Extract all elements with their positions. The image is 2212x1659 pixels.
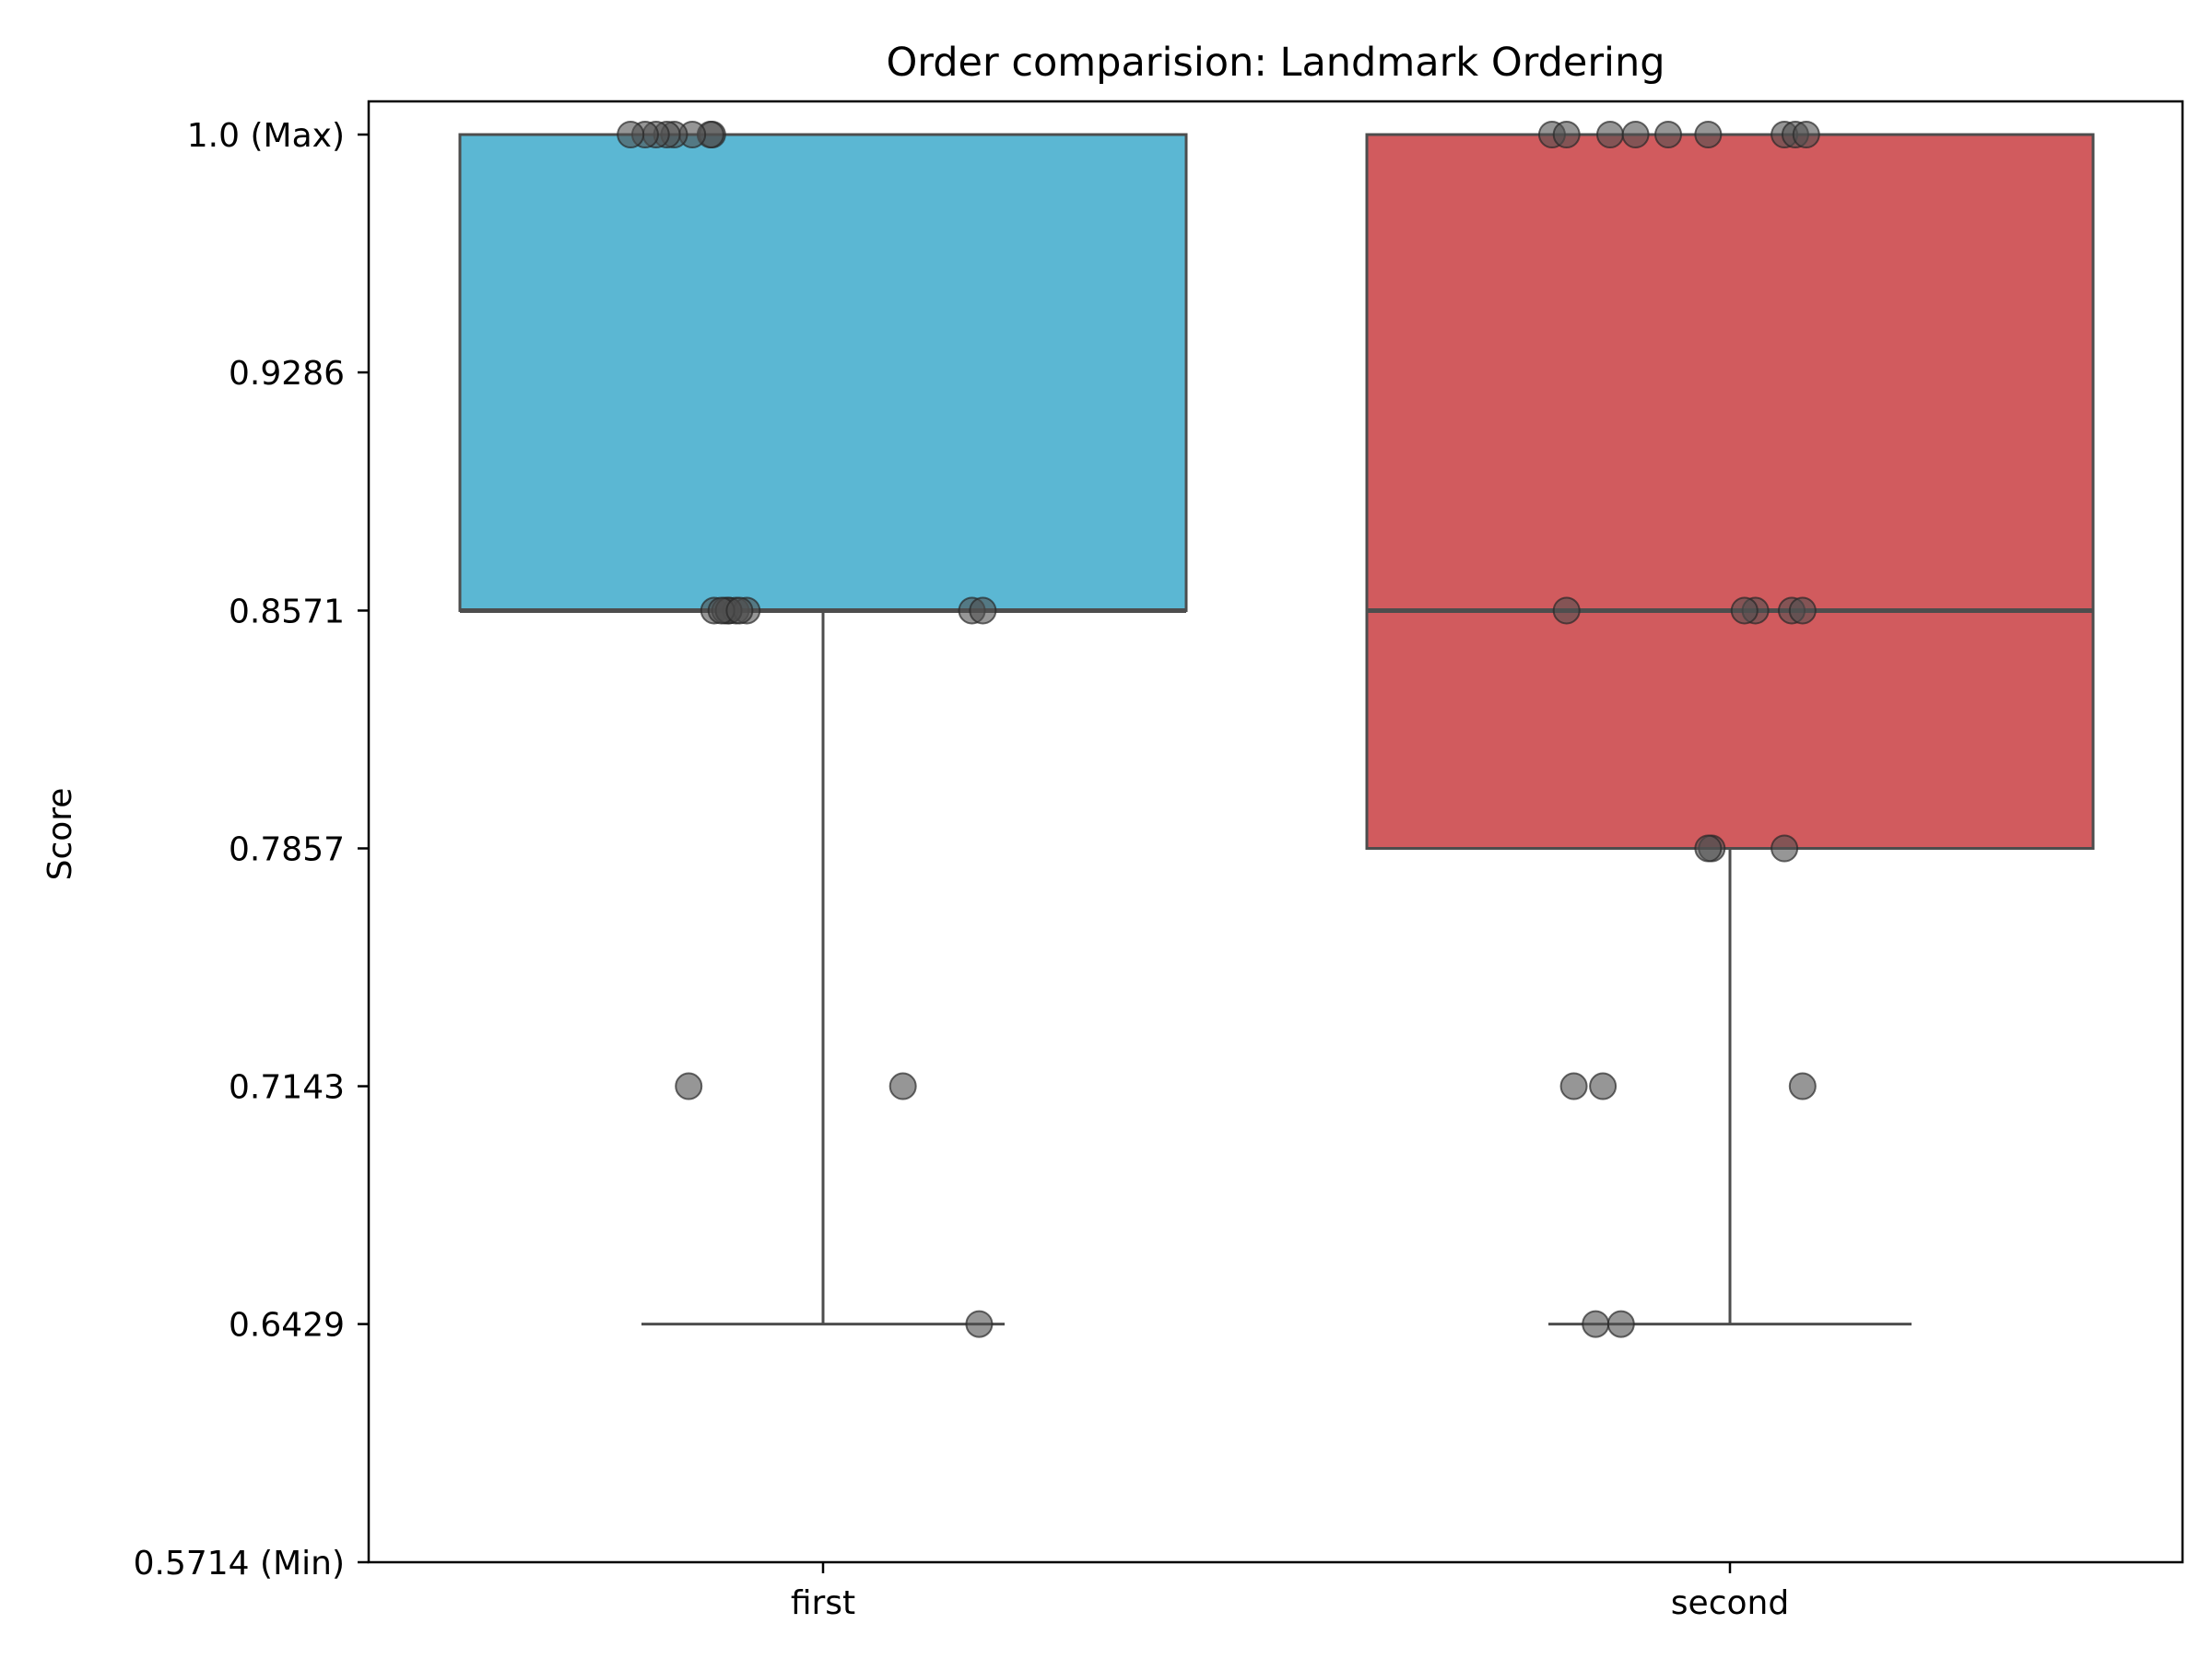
y-tick-label: 0.9286 bbox=[229, 355, 345, 393]
data-point-first bbox=[969, 596, 997, 625]
y-tick-label: 0.6429 bbox=[229, 1307, 345, 1345]
data-point-second bbox=[1788, 596, 1817, 625]
data-point-first bbox=[888, 1072, 917, 1100]
chart-title: Order comparision: Landmark Ordering bbox=[886, 40, 1665, 86]
y-tick-label: 1.0 (Max) bbox=[187, 117, 345, 155]
box-first bbox=[458, 133, 1188, 612]
x-tick-label: first bbox=[791, 1584, 855, 1622]
data-point-second bbox=[1788, 1072, 1817, 1100]
data-point-first bbox=[725, 596, 754, 625]
data-point-second bbox=[1792, 121, 1820, 148]
data-point-second bbox=[1589, 1072, 1618, 1100]
data-point-second bbox=[1606, 1310, 1635, 1338]
data-point-second bbox=[1621, 121, 1650, 148]
data-point-first bbox=[675, 1072, 703, 1100]
y-tick-label: 0.7857 bbox=[229, 831, 345, 869]
data-point-second bbox=[1694, 121, 1723, 148]
data-point-second bbox=[1582, 1310, 1610, 1338]
box-second bbox=[1365, 133, 2095, 850]
data-point-second bbox=[1730, 596, 1759, 625]
data-point-second bbox=[1771, 834, 1799, 863]
y-tick-label: 0.5714 (Min) bbox=[134, 1545, 345, 1583]
axes-frame bbox=[367, 100, 2184, 1564]
data-point-second bbox=[1595, 121, 1624, 148]
data-point-first bbox=[617, 121, 645, 148]
data-point-first bbox=[965, 1310, 994, 1338]
x-tick-label: second bbox=[1671, 1584, 1789, 1622]
data-point-second bbox=[1552, 121, 1581, 148]
y-tick-label: 0.8571 bbox=[229, 593, 345, 630]
data-point-second bbox=[1552, 596, 1581, 625]
y-axis-label: Score bbox=[41, 788, 79, 881]
data-point-second bbox=[1559, 1072, 1588, 1100]
plot-area: 1.0 (Max) 0.9286 0.8571 0.7857 0.7143 0.6429 0… bbox=[134, 100, 2184, 1622]
data-point-second bbox=[1694, 834, 1723, 863]
data-point-second bbox=[1654, 121, 1683, 148]
y-tick-label: 0.7143 bbox=[229, 1069, 345, 1107]
